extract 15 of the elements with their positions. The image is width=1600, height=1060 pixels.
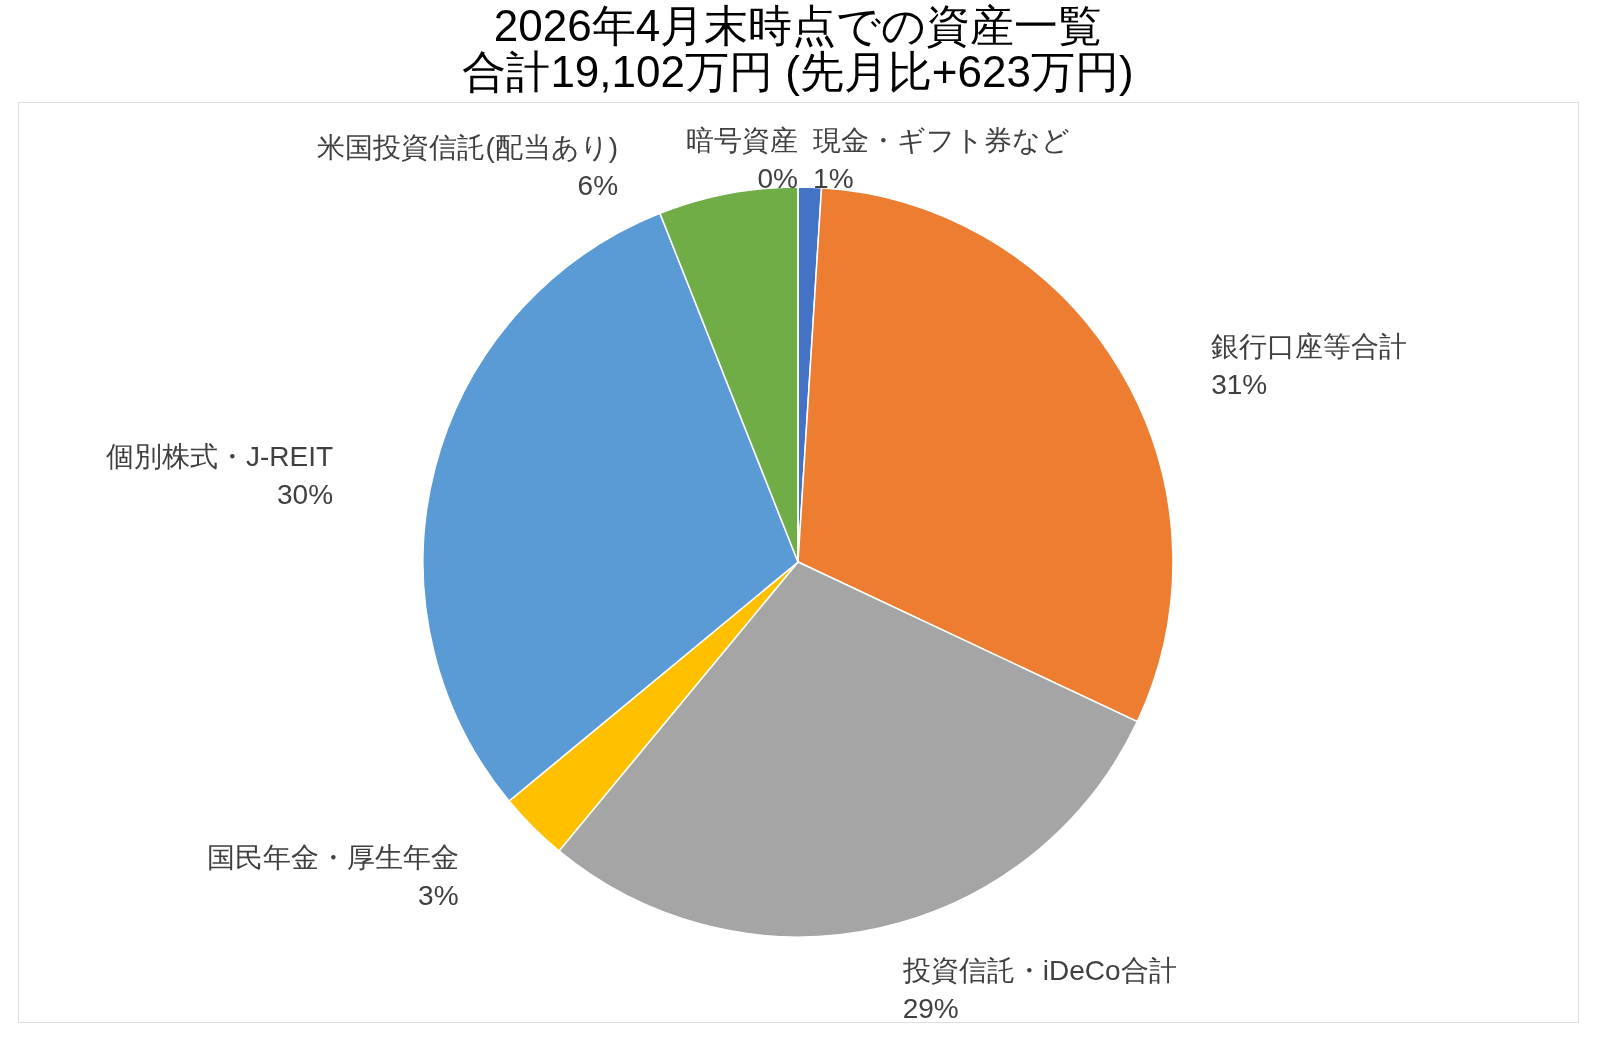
text: 0% [757, 163, 798, 194]
slice-label: 個別株式・J-REIT [105, 440, 334, 472]
data-label: 30% [277, 478, 334, 510]
slice-label: 米国投資信託(配当あり) [317, 132, 619, 164]
slice-label: 現金・ギフト券など [813, 125, 1071, 157]
slice-label: 投資信託・iDeCo合計 [901, 954, 1177, 986]
text: 2026年4月末時点での資産一覧 [493, 1, 1103, 50]
data-label: 29% [902, 992, 959, 1024]
data-label: 1% [813, 163, 854, 195]
slice-label: 国民年金・厚生年金 [206, 841, 459, 873]
data-label: 31% [1211, 369, 1268, 401]
slice-label: 銀行口座等合計 [1211, 331, 1408, 363]
category-label: 暗号資産 [686, 125, 798, 156]
data-label: 6% [577, 170, 619, 202]
data-label: 3% [418, 879, 459, 911]
